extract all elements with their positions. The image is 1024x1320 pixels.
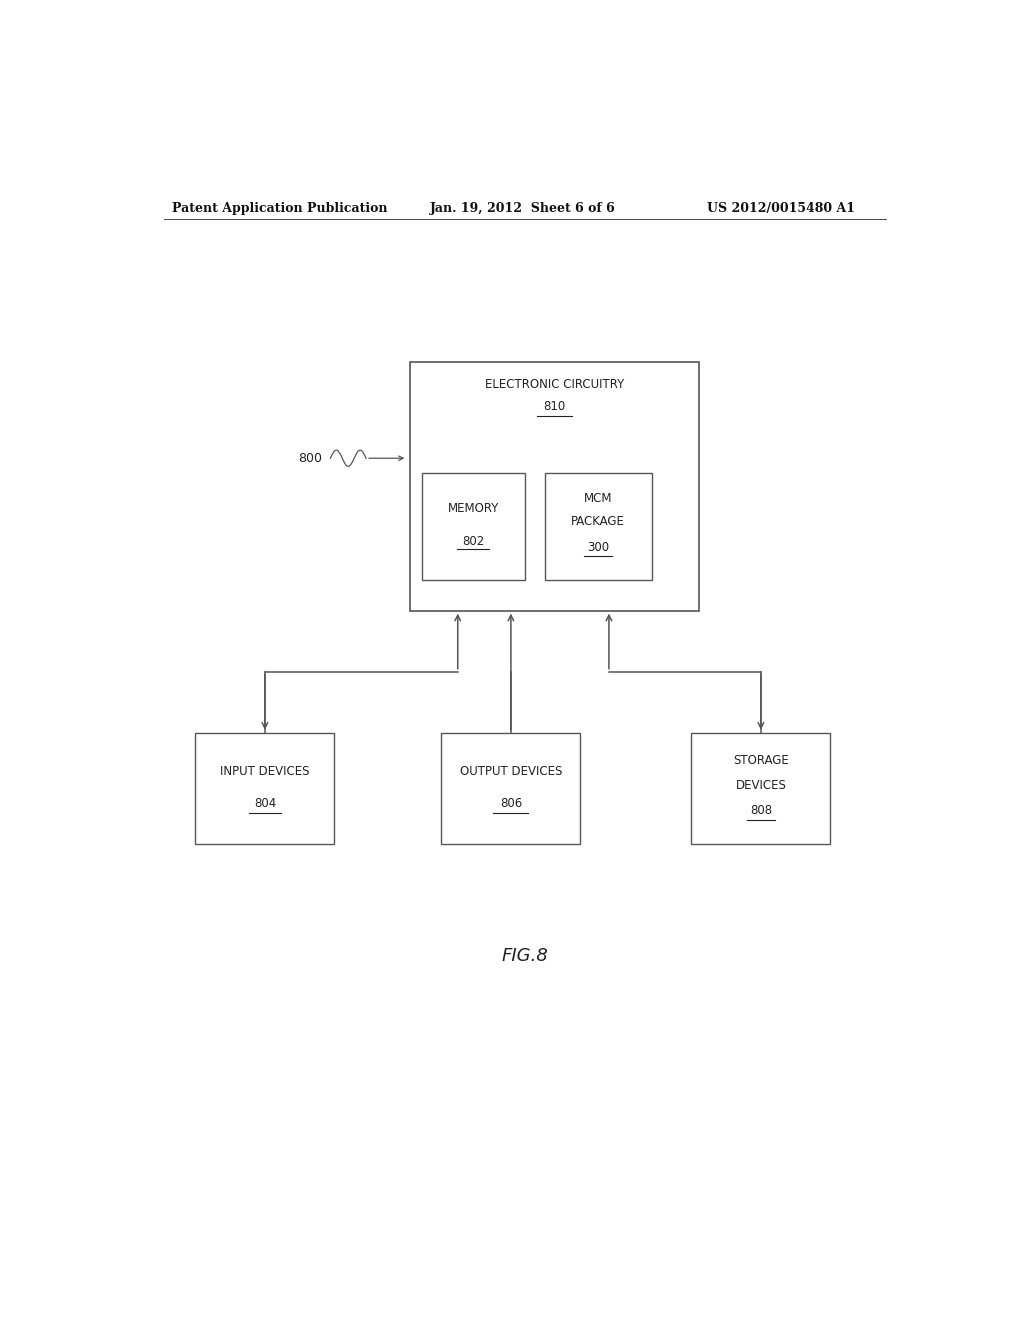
Text: PACKAGE: PACKAGE xyxy=(571,515,625,528)
Text: 808: 808 xyxy=(750,804,772,817)
Text: 802: 802 xyxy=(462,535,484,548)
Bar xyxy=(545,474,652,581)
Text: 804: 804 xyxy=(254,797,276,810)
Text: 806: 806 xyxy=(500,797,522,810)
Bar xyxy=(196,733,334,845)
Text: 810: 810 xyxy=(544,400,565,413)
Bar xyxy=(441,733,581,845)
Text: Patent Application Publication: Patent Application Publication xyxy=(172,202,387,215)
Text: MEMORY: MEMORY xyxy=(447,502,499,515)
Text: OUTPUT DEVICES: OUTPUT DEVICES xyxy=(460,764,562,777)
Bar xyxy=(422,474,524,581)
Text: 800: 800 xyxy=(298,451,323,465)
Text: Jan. 19, 2012  Sheet 6 of 6: Jan. 19, 2012 Sheet 6 of 6 xyxy=(430,202,615,215)
Text: 300: 300 xyxy=(587,541,609,553)
Text: ELECTRONIC CIRCUITRY: ELECTRONIC CIRCUITRY xyxy=(485,378,625,391)
Text: INPUT DEVICES: INPUT DEVICES xyxy=(220,764,309,777)
Text: MCM: MCM xyxy=(584,492,612,504)
Text: US 2012/0015480 A1: US 2012/0015480 A1 xyxy=(708,202,855,215)
Bar xyxy=(691,733,830,845)
Text: DEVICES: DEVICES xyxy=(735,779,786,792)
Bar xyxy=(410,362,699,611)
Text: FIG.8: FIG.8 xyxy=(502,948,548,965)
Text: STORAGE: STORAGE xyxy=(733,754,788,767)
